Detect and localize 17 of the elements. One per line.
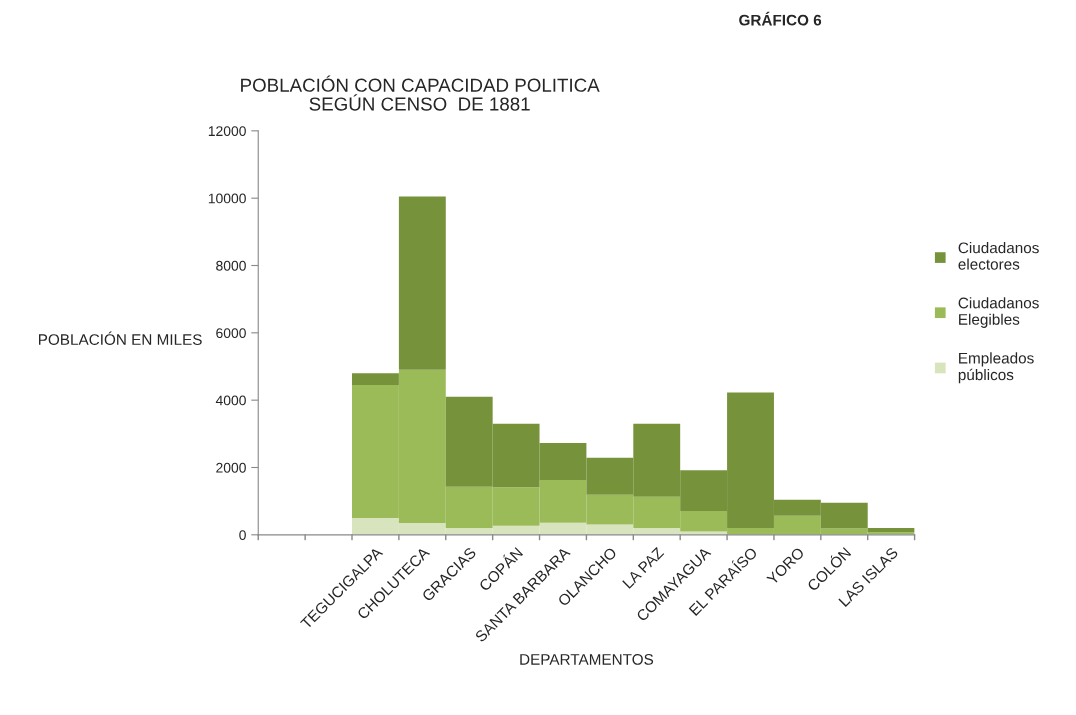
y-tick-label: 2000: [216, 462, 246, 473]
y-axis-title: POBLACIÓN EN MILES: [39, 331, 202, 346]
bar: [867, 528, 915, 533]
bar: [352, 373, 399, 386]
legend-label: Ciudadanos Elegibles: [958, 297, 1039, 328]
y-tick-label: 12000: [208, 126, 246, 137]
chart-title: POBLACIÓN CON CAPACIDAD POLITICA SEGÚN CENSO DE 1881: [241, 75, 600, 111]
y-tick-label: 6000: [216, 328, 246, 338]
legend-label: Ciudadanos electores: [958, 242, 1039, 270]
y-tick-label: 8000: [216, 260, 246, 271]
y-tick-label: 10000: [208, 193, 246, 204]
legend-label: Empleados públicos: [958, 352, 1034, 384]
chart-subtitle: GRÁFICO 6: [739, 11, 822, 26]
x-axis-title: DEPARTAMENTOS: [520, 654, 654, 665]
bar: [398, 196, 446, 370]
y-tick-label: 0: [239, 530, 246, 540]
y-tick-label: 4000: [215, 395, 246, 406]
